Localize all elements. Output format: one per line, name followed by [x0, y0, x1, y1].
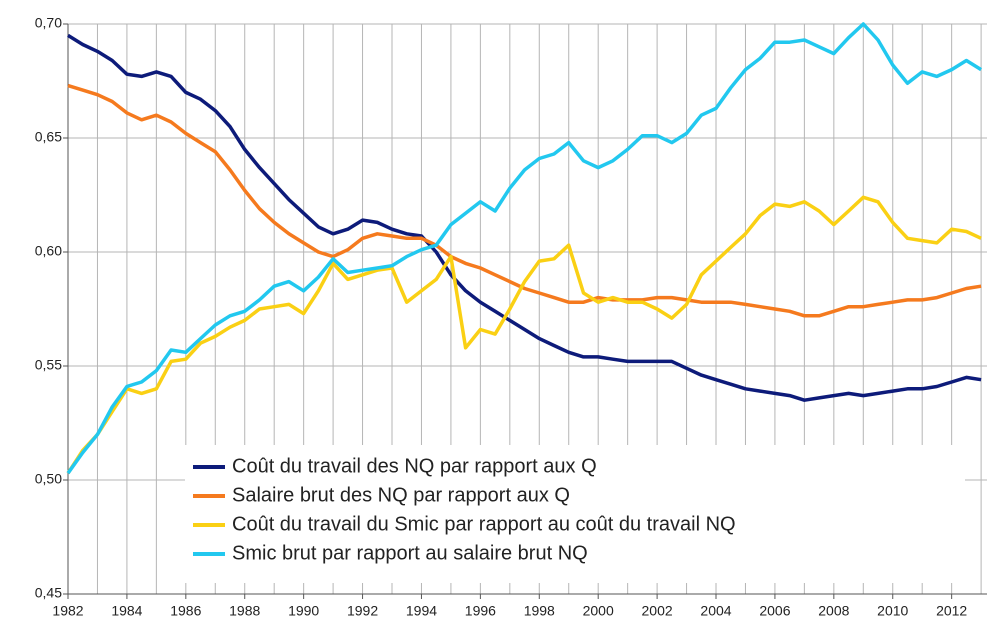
y-tick-label: 0,55: [35, 357, 62, 373]
legend-label: Salaire brut des NQ par rapport aux Q: [232, 484, 570, 506]
x-tick-label: 2002: [642, 603, 673, 619]
x-tick-label: 1996: [465, 603, 496, 619]
x-tick-label: 1982: [52, 603, 83, 619]
y-tick-label: 0,65: [35, 129, 62, 145]
legend-label: Smic brut par rapport au salaire brut NQ: [232, 542, 588, 564]
series-line: [67, 33, 982, 402]
x-tick-label: 1994: [406, 603, 437, 619]
series-line: [66, 22, 983, 475]
x-tick-label: 1990: [288, 603, 319, 619]
y-tick-label: 0,70: [35, 15, 62, 31]
x-tick-label: 2004: [700, 603, 731, 619]
y-tick-label: 0,50: [35, 471, 62, 487]
x-tick-label: 1992: [347, 603, 378, 619]
series-line: [66, 195, 982, 475]
x-tick-label: 1984: [111, 603, 142, 619]
legend-box: [185, 445, 965, 583]
y-tick-label: 0,45: [35, 585, 62, 601]
x-tick-label: 2008: [818, 603, 849, 619]
y-tick-label: 0,60: [35, 243, 62, 259]
x-tick-label: 2000: [583, 603, 614, 619]
x-tick-label: 1998: [524, 603, 555, 619]
x-tick-label: 2012: [936, 603, 967, 619]
x-tick-label: 1988: [229, 603, 260, 619]
legend-label: Coût du travail des NQ par rapport aux Q: [232, 455, 597, 477]
x-tick-label: 2010: [877, 603, 908, 619]
x-tick-label: 1986: [170, 603, 201, 619]
legend-label: Coût du travail du Smic par rapport au c…: [232, 513, 736, 535]
series-line: [67, 83, 982, 318]
x-tick-label: 2006: [759, 603, 790, 619]
